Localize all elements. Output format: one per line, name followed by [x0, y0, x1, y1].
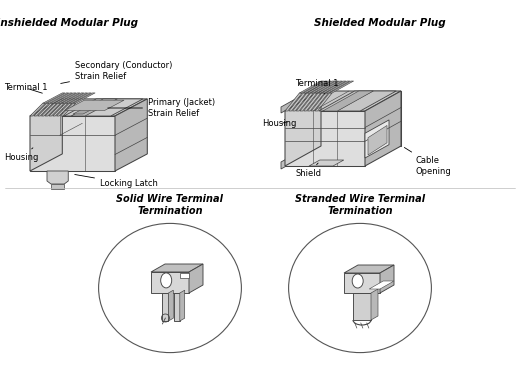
Polygon shape — [311, 93, 328, 111]
Polygon shape — [323, 91, 373, 111]
Text: Housing: Housing — [4, 148, 38, 163]
Polygon shape — [50, 93, 72, 103]
Polygon shape — [326, 81, 350, 93]
Polygon shape — [300, 81, 324, 93]
Polygon shape — [62, 93, 84, 103]
Polygon shape — [30, 99, 147, 116]
Polygon shape — [47, 171, 68, 184]
Ellipse shape — [289, 223, 432, 352]
Polygon shape — [41, 103, 57, 116]
Polygon shape — [47, 93, 69, 103]
Polygon shape — [151, 272, 189, 293]
Text: Cable
Opening: Cable Opening — [405, 147, 452, 176]
Text: Shielded Modular Plug: Shielded Modular Plug — [314, 18, 446, 28]
Polygon shape — [73, 93, 95, 103]
Polygon shape — [365, 120, 389, 158]
Text: Unshielded Modular Plug: Unshielded Modular Plug — [0, 18, 138, 28]
Polygon shape — [151, 264, 203, 272]
Polygon shape — [51, 184, 64, 189]
Polygon shape — [307, 93, 324, 111]
Polygon shape — [43, 93, 65, 103]
Polygon shape — [319, 91, 396, 111]
Polygon shape — [353, 293, 371, 320]
Polygon shape — [309, 160, 344, 166]
Polygon shape — [69, 93, 92, 103]
Polygon shape — [365, 91, 401, 166]
Polygon shape — [369, 281, 394, 289]
Text: Terminal 1: Terminal 1 — [4, 83, 47, 93]
Text: Terminal 1: Terminal 1 — [295, 79, 339, 94]
Polygon shape — [45, 103, 61, 116]
Polygon shape — [189, 264, 203, 293]
Polygon shape — [285, 111, 365, 166]
Polygon shape — [168, 290, 173, 321]
Polygon shape — [66, 93, 87, 103]
Text: Shield: Shield — [295, 163, 321, 179]
Polygon shape — [64, 99, 143, 116]
Polygon shape — [310, 81, 335, 93]
Polygon shape — [344, 273, 380, 293]
Polygon shape — [174, 293, 180, 321]
Polygon shape — [179, 273, 189, 278]
Polygon shape — [285, 91, 321, 166]
Polygon shape — [65, 100, 124, 111]
Polygon shape — [344, 265, 394, 273]
Polygon shape — [304, 93, 321, 111]
Polygon shape — [30, 103, 46, 116]
Text: Secondary (Conductor)
Strain Relief: Secondary (Conductor) Strain Relief — [61, 61, 172, 83]
Polygon shape — [115, 99, 147, 171]
Polygon shape — [281, 142, 317, 169]
Polygon shape — [49, 103, 64, 116]
Polygon shape — [30, 99, 62, 171]
Polygon shape — [289, 93, 306, 111]
Polygon shape — [37, 103, 53, 116]
Ellipse shape — [161, 273, 172, 288]
Polygon shape — [322, 81, 346, 93]
Ellipse shape — [99, 223, 241, 352]
Polygon shape — [314, 81, 339, 93]
Polygon shape — [329, 81, 354, 93]
Polygon shape — [303, 81, 328, 93]
Polygon shape — [57, 103, 72, 116]
Polygon shape — [53, 103, 68, 116]
Polygon shape — [71, 99, 118, 116]
Text: Locking Latch: Locking Latch — [75, 175, 158, 188]
Polygon shape — [368, 126, 387, 155]
Polygon shape — [300, 93, 317, 111]
Text: Stranded Wire Terminal
Termination: Stranded Wire Terminal Termination — [295, 194, 425, 216]
Polygon shape — [318, 81, 343, 93]
Polygon shape — [30, 116, 115, 171]
Polygon shape — [285, 91, 401, 111]
Polygon shape — [34, 103, 49, 116]
Polygon shape — [285, 93, 302, 111]
Ellipse shape — [352, 274, 363, 288]
Polygon shape — [73, 104, 102, 114]
Polygon shape — [281, 87, 317, 113]
Polygon shape — [371, 289, 378, 320]
Polygon shape — [380, 265, 394, 293]
Polygon shape — [321, 91, 401, 146]
Text: Housing: Housing — [262, 120, 296, 128]
Polygon shape — [58, 93, 80, 103]
Polygon shape — [296, 93, 314, 111]
Polygon shape — [292, 93, 310, 111]
Text: Solid Wire Terminal
Termination: Solid Wire Terminal Termination — [116, 194, 224, 216]
Polygon shape — [162, 293, 168, 321]
Polygon shape — [60, 103, 76, 116]
Polygon shape — [315, 93, 332, 111]
Polygon shape — [180, 290, 185, 321]
Text: Primary (Jacket)
Strain Relief: Primary (Jacket) Strain Relief — [108, 98, 215, 118]
Polygon shape — [307, 81, 331, 93]
Polygon shape — [54, 93, 76, 103]
